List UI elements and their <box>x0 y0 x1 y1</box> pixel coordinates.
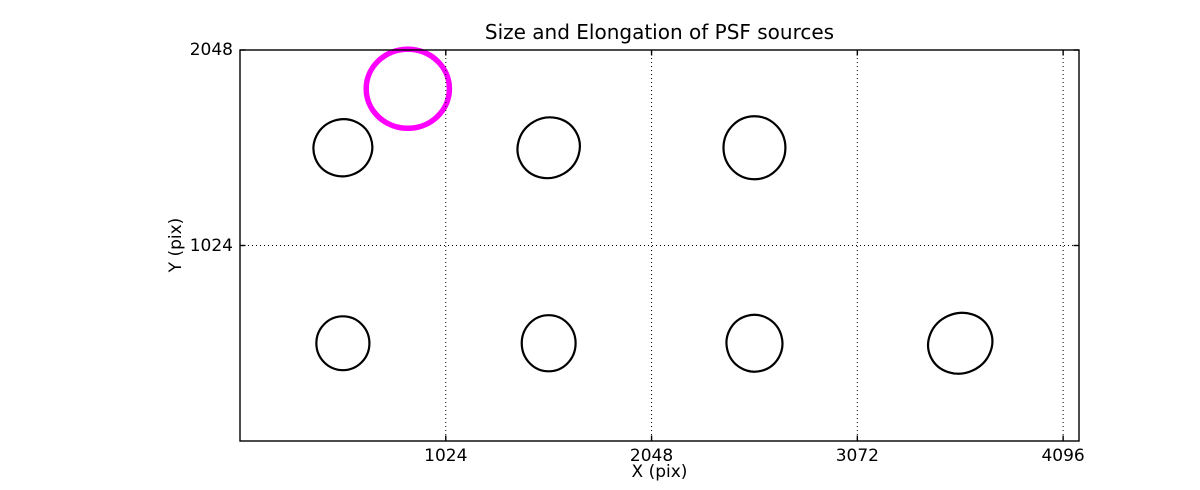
x-tick-label: 4096 <box>1041 446 1085 466</box>
y-tick-label: 1024 <box>189 235 233 256</box>
plot-frame <box>239 49 1080 442</box>
psf-ellipse <box>927 311 994 375</box>
chart-title: Size and Elongation of PSF sources <box>484 20 835 44</box>
x-axis-label: X (pix) <box>631 462 688 482</box>
psf-ellipse-highlight <box>363 46 453 132</box>
psf-ellipse <box>722 115 787 181</box>
x-tick-label: 3072 <box>835 446 879 466</box>
y-tick-label: 2048 <box>189 40 233 60</box>
psf-ellipse <box>315 315 371 372</box>
x-tick-label: 1024 <box>424 446 468 466</box>
psf-ellipse <box>725 313 784 373</box>
psf-ellipse <box>516 116 581 180</box>
psf-ellipse <box>520 314 577 373</box>
psf-ellipse <box>312 118 374 178</box>
x-tick-label: 2048 <box>629 446 674 466</box>
